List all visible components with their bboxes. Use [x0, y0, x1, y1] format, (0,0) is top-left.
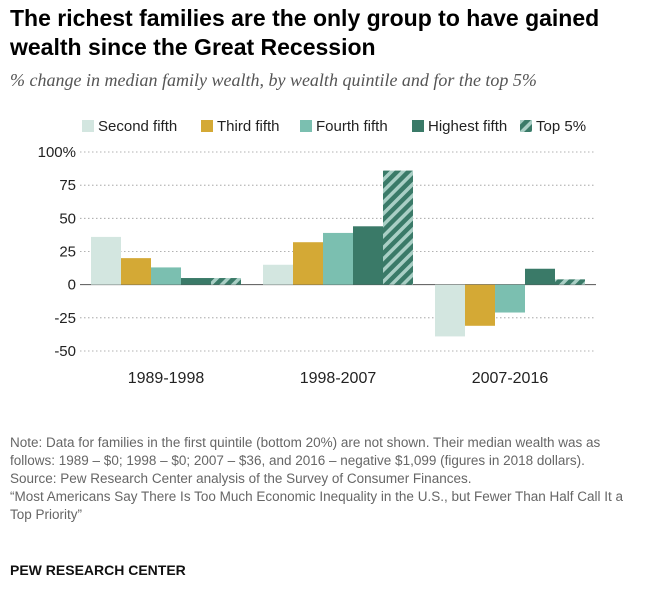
- y-tick-label: 0: [68, 277, 76, 294]
- bar: [181, 278, 211, 285]
- legend-label: Fourth fifth: [316, 118, 388, 135]
- chart-legend: Second fifth Third fifth Fourth fifth Highe…: [82, 118, 586, 135]
- bar: [91, 236, 121, 285]
- bar: [323, 232, 353, 285]
- legend-swatch: [82, 120, 94, 132]
- bar: [121, 258, 151, 285]
- legend-label: Top 5%: [536, 118, 586, 135]
- chart-notes: Note: Data for families in the first qui…: [10, 434, 640, 524]
- source-text: Source: Pew Research Center analysis of …: [10, 471, 472, 486]
- bar: [293, 242, 323, 285]
- bar: [353, 226, 383, 285]
- bar: [465, 284, 495, 326]
- x-tick-label: 1989-1998: [128, 370, 205, 387]
- note-text: Note: Data for families in the first qui…: [10, 435, 601, 468]
- y-tick-label: 75: [59, 177, 76, 194]
- x-tick-label: 2007-2016: [472, 370, 549, 387]
- y-tick-label: 100%: [38, 144, 76, 161]
- bar: [525, 268, 555, 285]
- y-tick-label: 25: [59, 244, 76, 261]
- chart-title: The richest families are the only group …: [10, 5, 600, 60]
- chart-subtitle: % change in median family wealth, by wea…: [10, 70, 537, 90]
- footer-brand: PEW RESEARCH CENTER: [10, 562, 186, 578]
- y-tick-label: 50: [59, 210, 76, 227]
- bar: [383, 170, 413, 285]
- legend-label: Third fifth: [217, 118, 280, 135]
- legend-label: Highest fifth: [428, 118, 507, 135]
- legend-swatch: [520, 120, 532, 132]
- bars: [91, 170, 585, 337]
- legend-label: Second fifth: [98, 118, 177, 135]
- legend-swatch: [201, 120, 213, 132]
- y-axis-labels: 100% 75 50 25 0 -25 -50: [38, 144, 76, 360]
- bar: [263, 264, 293, 285]
- bar: [495, 284, 525, 313]
- x-tick-label: 1998-2007: [300, 370, 377, 387]
- bar: [151, 267, 181, 285]
- y-tick-label: -50: [54, 343, 76, 360]
- bar-chart: Second fifth Third fifth Fourth fifth Highe…: [38, 118, 596, 387]
- bar: [211, 278, 241, 285]
- x-axis-labels: 1989-1998 1998-2007 2007-2016: [128, 370, 549, 387]
- bar: [435, 284, 465, 337]
- legend-swatch: [412, 120, 424, 132]
- bar: [555, 279, 585, 285]
- report-text: “Most Americans Say There Is Too Much Ec…: [10, 489, 624, 522]
- legend-swatch: [300, 120, 312, 132]
- y-tick-label: -25: [54, 310, 76, 327]
